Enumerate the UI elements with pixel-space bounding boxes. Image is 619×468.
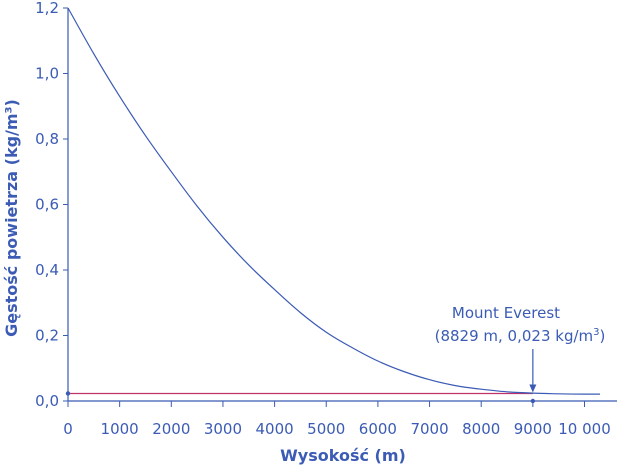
annotation-label-title: Mount Everest (452, 304, 560, 322)
x-tick-label: 6000 (359, 420, 397, 438)
x-tick-label: 4000 (256, 420, 294, 438)
x-tick-label: 9000 (514, 420, 552, 438)
y-tick-label: 0,2 (35, 327, 59, 345)
y-axis-title: Gęstość powietrza (kg/m³) (2, 99, 21, 337)
annotation-arrow-head (529, 384, 537, 393)
annotation-label-coords: (8829 m, 0,023 kg/m3) (435, 327, 606, 345)
annotation-coords-text: (8829 m, 0,023 kg/m (435, 327, 594, 345)
chart-marks (65, 7, 601, 404)
y-tick-label: 0,8 (35, 130, 59, 148)
y-tick-label: 0,0 (35, 392, 59, 410)
y-tick-label: 1,0 (35, 65, 59, 83)
x-tick-label: 10 000 (558, 420, 611, 438)
y-tick-label: 0,6 (35, 196, 59, 214)
everest-axis-point (530, 398, 536, 404)
x-axis-ticks: 0 1000 2000 3000 4000 5000 6000 7000 8000 9000 10 … (63, 401, 611, 438)
x-tick-label: 3000 (204, 420, 242, 438)
y-tick-label: 0,4 (35, 261, 59, 279)
y-tick-label: 1,2 (35, 0, 59, 17)
density-curve (67, 7, 601, 395)
y-axis-ticks: 0,0 0,2 0,4 0,6 0,8 1,0 1,2 (35, 0, 68, 410)
x-tick-label: 8000 (462, 420, 500, 438)
x-axis-title: Wysokość (m) (280, 446, 406, 465)
x-tick-label: 5000 (307, 420, 345, 438)
x-tick-label: 2000 (152, 420, 190, 438)
annotation-coords-close: ) (600, 327, 606, 345)
annotation-coords-sup: 3 (593, 327, 599, 338)
x-tick-label: 7000 (410, 420, 448, 438)
x-tick-label: 1000 (101, 420, 139, 438)
x-tick-label: 0 (63, 420, 73, 438)
reference-start-point (65, 391, 71, 396)
